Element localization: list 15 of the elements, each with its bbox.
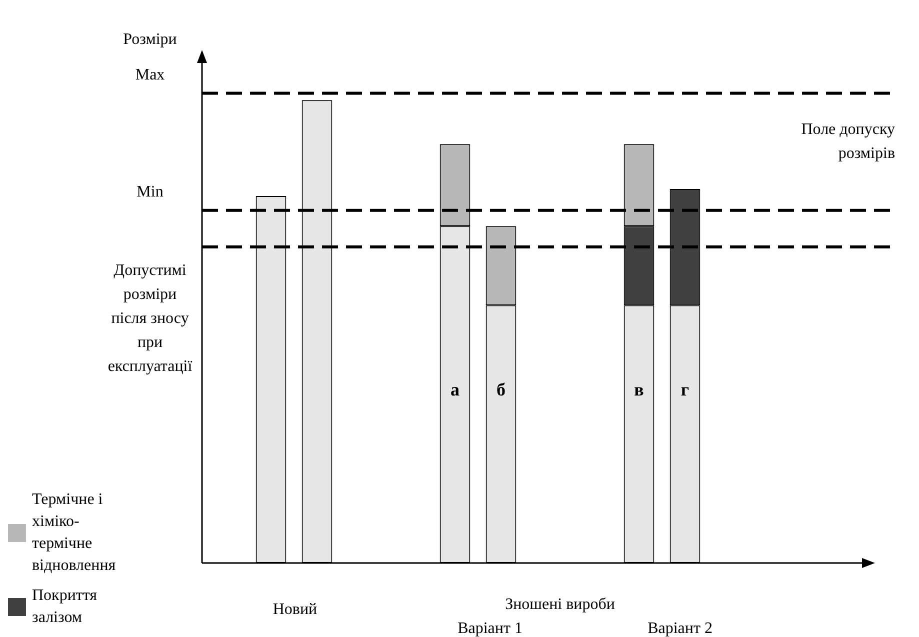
text: Новий — [272, 600, 318, 620]
legend-label: Термічне і хіміко-термічне відновлення — [32, 490, 116, 576]
legend-label: Покриття залізом — [32, 586, 98, 628]
x-tick-label: а — [450, 380, 460, 400]
ref-line-label: Max — [135, 66, 165, 84]
ref-line-label: Допустимі розміри після зносу при експлуатації — [108, 262, 193, 376]
annotation: Поле допуску розмірів — [800, 120, 895, 164]
text: Зношені вироби — [504, 595, 616, 615]
text: Варіант 1 — [456, 619, 524, 637]
x-tick-label: в — [634, 380, 644, 400]
x-tick-label: б — [496, 380, 506, 400]
x-tick-label: г — [680, 380, 690, 400]
text: Варіант 2 — [646, 619, 714, 637]
y-axis-title: Розміри — [123, 31, 178, 48]
ref-line-label: Min — [136, 184, 164, 201]
